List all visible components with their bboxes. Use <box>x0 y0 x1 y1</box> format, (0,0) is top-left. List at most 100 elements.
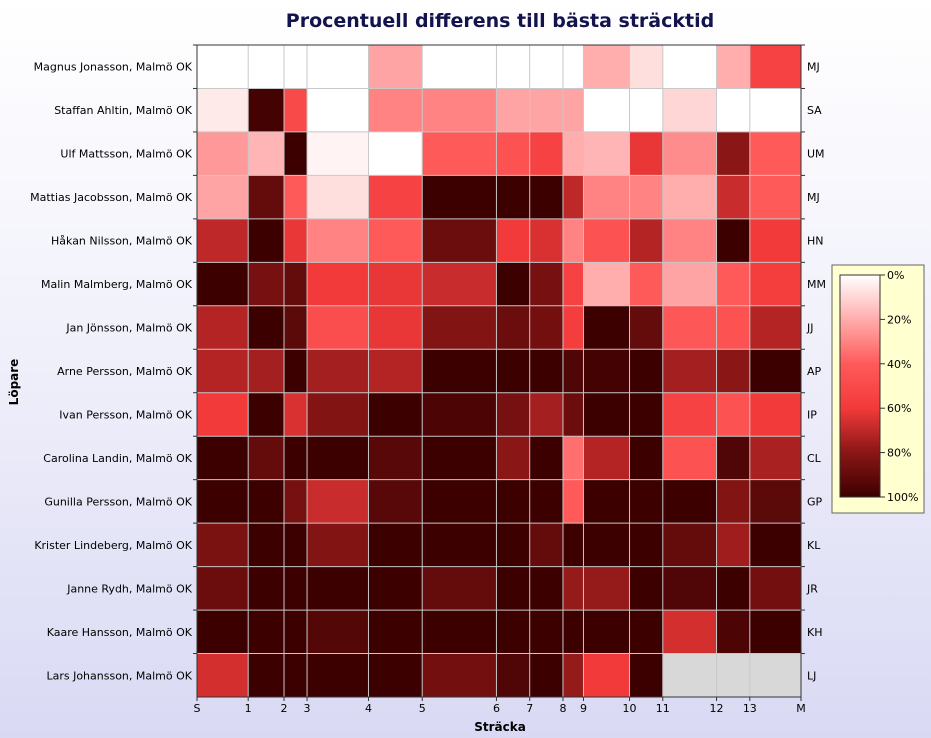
heatmap-cell <box>422 479 497 524</box>
row-label: Håkan Nilsson, Malmö OK <box>51 235 193 248</box>
heatmap-cell <box>662 88 717 132</box>
x-axis-ticks: S 1 2 3 4 5 6 7 8 9 10 11 12 13 M <box>194 697 806 715</box>
heatmap-cell <box>662 610 717 654</box>
row-abbreviation: UM <box>807 148 825 161</box>
heatmap-cell <box>284 610 308 654</box>
heatmap-cell <box>496 610 530 654</box>
row-label: Gunilla Persson, Malmö OK <box>44 495 192 508</box>
heatmap-cell <box>496 349 530 393</box>
heatmap-cell <box>562 262 584 306</box>
heatmap-cell <box>583 88 630 132</box>
heatmap-cell <box>284 436 308 480</box>
heatmap-cell <box>749 610 801 654</box>
row-label: Arne Persson, Malmö OK <box>57 365 193 378</box>
legend-tick-label: 20% <box>887 313 911 326</box>
heatmap-cell <box>662 523 717 567</box>
x-tick-label: 11 <box>656 702 670 715</box>
heatmap-gridlines <box>197 45 801 697</box>
row-abbreviation: SA <box>807 104 822 117</box>
heatmap-cell <box>749 436 801 480</box>
row-abbreviation: KH <box>807 626 823 639</box>
heatmap-cell <box>583 305 630 350</box>
heatmap-cell <box>368 45 423 89</box>
heatmap-cell <box>307 610 369 654</box>
heatmap-cell <box>197 131 249 176</box>
heatmap-cell <box>529 131 563 176</box>
heatmap-cell <box>583 392 630 437</box>
heatmap-cell <box>716 653 750 697</box>
heatmap-cell <box>562 523 584 567</box>
heatmap-cell <box>529 349 563 393</box>
row-label: Janne Rydh, Malmö OK <box>66 582 193 595</box>
row-abbreviation: JJ <box>806 322 814 335</box>
heatmap-cell <box>496 566 530 611</box>
heatmap-cell <box>716 218 750 263</box>
heatmap-cell <box>422 653 497 697</box>
heatmap-cell <box>496 45 530 89</box>
heatmap-cell <box>248 175 285 219</box>
legend-tick-label: 80% <box>887 447 911 460</box>
x-tick-label: 3 <box>304 702 311 715</box>
heatmap-cell <box>368 305 423 350</box>
heatmap-cell <box>284 218 308 263</box>
heatmap-cells <box>197 45 801 697</box>
heatmap-cell <box>284 349 308 393</box>
heatmap-cell <box>197 610 249 654</box>
heatmap-cell <box>284 175 308 219</box>
heatmap-cell <box>629 436 663 480</box>
heatmap-cell <box>284 305 308 350</box>
heatmap-cell <box>583 523 630 567</box>
heatmap-cell <box>662 653 717 697</box>
heatmap-cell <box>496 392 530 437</box>
heatmap-cell <box>749 479 801 524</box>
heatmap-cell <box>749 175 801 219</box>
heatmap-cell <box>662 479 717 524</box>
heatmap-cell <box>307 566 369 611</box>
row-label: Ulf Mattsson, Malmö OK <box>60 148 192 161</box>
chart-title: Procentuell differens till bästa sträckt… <box>286 10 714 32</box>
heatmap-cell <box>248 436 285 480</box>
heatmap-cell <box>629 218 663 263</box>
heatmap-cell <box>248 88 285 132</box>
heatmap-cell <box>562 45 584 89</box>
heatmap-cell <box>496 131 530 176</box>
heatmap-cell <box>529 653 563 697</box>
heatmap-cell <box>368 566 423 611</box>
row-abbreviation: HN <box>807 235 824 248</box>
x-tick-label: 1 <box>245 702 252 715</box>
heatmap-cell <box>562 392 584 437</box>
x-tick-label: 5 <box>419 702 426 715</box>
x-tick-label: M <box>796 702 806 715</box>
heatmap-cell <box>629 610 663 654</box>
heatmap-cell <box>629 349 663 393</box>
x-tick-label: 12 <box>710 702 724 715</box>
heatmap-cell <box>662 392 717 437</box>
heatmap-cell <box>529 392 563 437</box>
heatmap-cell <box>248 653 285 697</box>
heatmap-cell <box>583 479 630 524</box>
heatmap-cell <box>248 610 285 654</box>
row-abbreviation: AP <box>807 365 822 378</box>
heatmap-cell <box>629 45 663 89</box>
heatmap-cell <box>307 349 369 393</box>
heatmap-cell <box>629 392 663 437</box>
heatmap-cell <box>562 349 584 393</box>
row-abbreviation: MM <box>807 278 826 291</box>
heatmap-cell <box>749 45 801 89</box>
row-abbreviation: KL <box>807 539 821 552</box>
heatmap-cell <box>197 653 249 697</box>
heatmap-cell <box>662 436 717 480</box>
heatmap-cell <box>307 45 369 89</box>
heatmap-cell <box>248 523 285 567</box>
heatmap-cell <box>197 349 249 393</box>
heatmap-cell <box>496 88 530 132</box>
heatmap-cell <box>368 349 423 393</box>
heatmap-cell <box>629 566 663 611</box>
heatmap-cell <box>422 175 497 219</box>
heatmap-cell <box>662 131 717 176</box>
heatmap-cell <box>368 88 423 132</box>
heatmap-cell <box>368 175 423 219</box>
x-tick-label: 4 <box>365 702 372 715</box>
heatmap-cell <box>496 653 530 697</box>
heatmap-cell <box>422 131 497 176</box>
